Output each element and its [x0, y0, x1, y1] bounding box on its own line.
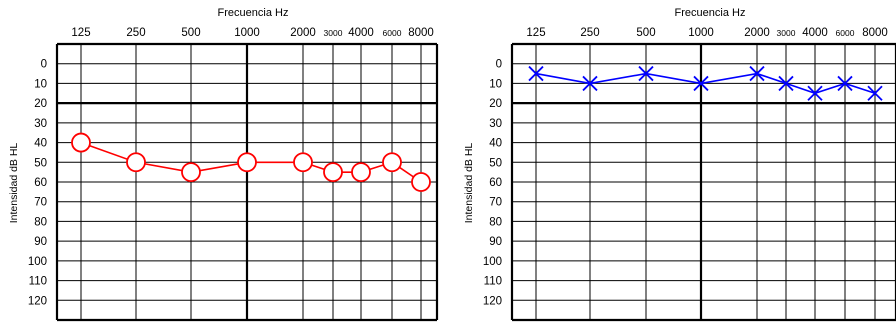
data-point: [238, 153, 256, 171]
y-axis-title: Intensidad dB HL: [463, 143, 475, 224]
y-tick-label: 90: [489, 236, 502, 248]
x-axis-title: Frecuencia Hz: [675, 7, 746, 19]
data-point: [352, 163, 370, 181]
y-tick-label: 80: [34, 216, 47, 228]
x-tick-label: 250: [126, 27, 145, 39]
y-tick-label: 110: [29, 276, 47, 288]
data-point: [72, 134, 90, 152]
y-tick-label: 30: [34, 118, 47, 130]
y-tick-label: 70: [34, 197, 47, 209]
y-tick-label: 60: [34, 177, 47, 189]
y-tick-label: 100: [483, 256, 502, 268]
data-point: [412, 173, 430, 191]
y-tick-label: 30: [489, 118, 502, 130]
y-tick-label: 110: [484, 276, 502, 288]
y-tick-label: 100: [28, 256, 47, 268]
y-axis-title: Intensidad dB HL: [8, 143, 20, 224]
x-tick-label: 1000: [688, 27, 714, 39]
x-tick-label: 125: [71, 27, 90, 39]
y-tick-label: 40: [34, 138, 47, 150]
x-tick-label: 125: [526, 27, 545, 39]
data-point: [182, 163, 200, 181]
y-tick-label: 0: [41, 59, 47, 71]
y-tick-label: 90: [34, 236, 47, 248]
y-tick-label: 20: [489, 98, 502, 110]
y-tick-label: 10: [34, 78, 47, 90]
x-tick-label: 4000: [802, 27, 828, 39]
x-tick-label: 3000: [777, 28, 796, 38]
x-tick-label: 3000: [324, 28, 343, 38]
y-tick-label: 50: [489, 157, 502, 169]
y-tick-label: 50: [34, 157, 47, 169]
y-tick-label: 120: [483, 295, 502, 307]
data-point: [127, 153, 145, 171]
x-tick-label: 8000: [408, 27, 434, 39]
y-tick-label: 20: [34, 98, 47, 110]
x-tick-label: 2000: [744, 27, 770, 39]
y-tick-label: 80: [489, 216, 502, 228]
y-tick-label: 120: [28, 295, 47, 307]
data-point: [324, 163, 342, 181]
x-tick-label: 250: [580, 27, 599, 39]
data-point: [294, 153, 312, 171]
x-tick-label: 8000: [862, 27, 888, 39]
x-tick-label: 2000: [290, 27, 316, 39]
y-tick-label: 0: [496, 59, 502, 71]
x-axis-title: Frecuencia Hz: [218, 7, 289, 19]
x-tick-label: 1000: [234, 27, 260, 39]
data-point: [383, 153, 401, 171]
x-tick-label: 6000: [836, 28, 855, 38]
x-tick-label: 500: [636, 27, 655, 39]
y-tick-label: 10: [489, 78, 502, 90]
y-tick-label: 40: [489, 138, 502, 150]
y-tick-label: 60: [489, 177, 502, 189]
x-tick-label: 6000: [383, 28, 402, 38]
x-tick-label: 4000: [348, 27, 374, 39]
y-tick-label: 70: [489, 197, 502, 209]
x-tick-label: 500: [181, 27, 200, 39]
